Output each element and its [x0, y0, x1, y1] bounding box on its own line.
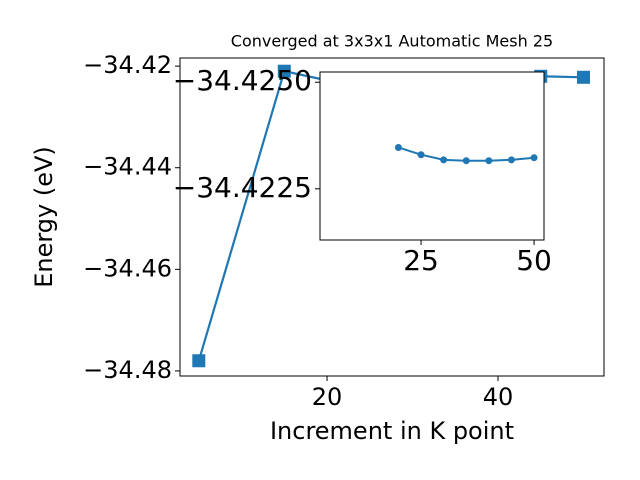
y-tick-label: −34.4250 — [173, 64, 312, 97]
x-tick-label: 50 — [516, 244, 552, 277]
x-tick-label: 25 — [403, 244, 439, 277]
y-tick-label: −34.42 — [83, 51, 172, 79]
x-tick-label: 20 — [312, 383, 343, 411]
y-axis-label: Energy (eV) — [30, 146, 58, 288]
marker — [417, 151, 425, 159]
marker — [576, 70, 590, 84]
y-tick-label: −34.48 — [83, 356, 172, 384]
y-tick-label: −34.4225 — [173, 171, 312, 204]
marker — [530, 154, 538, 162]
x-axis-label: Increment in K point — [270, 417, 514, 445]
x-tick-label: 40 — [483, 383, 514, 411]
marker — [485, 157, 493, 165]
plot-frame — [179, 57, 605, 377]
plot-area — [320, 72, 544, 240]
marker — [462, 157, 470, 165]
y-tick-label: −34.44 — [83, 153, 172, 181]
marker — [192, 354, 206, 368]
marker — [440, 156, 448, 164]
plot-frame — [319, 71, 545, 241]
y-tick-label: −34.46 — [83, 254, 172, 282]
marker — [277, 64, 291, 78]
chart-title: Converged at 3x3x1 Automatic Mesh 25 — [231, 32, 553, 51]
marker — [394, 143, 402, 151]
marker — [507, 156, 515, 164]
